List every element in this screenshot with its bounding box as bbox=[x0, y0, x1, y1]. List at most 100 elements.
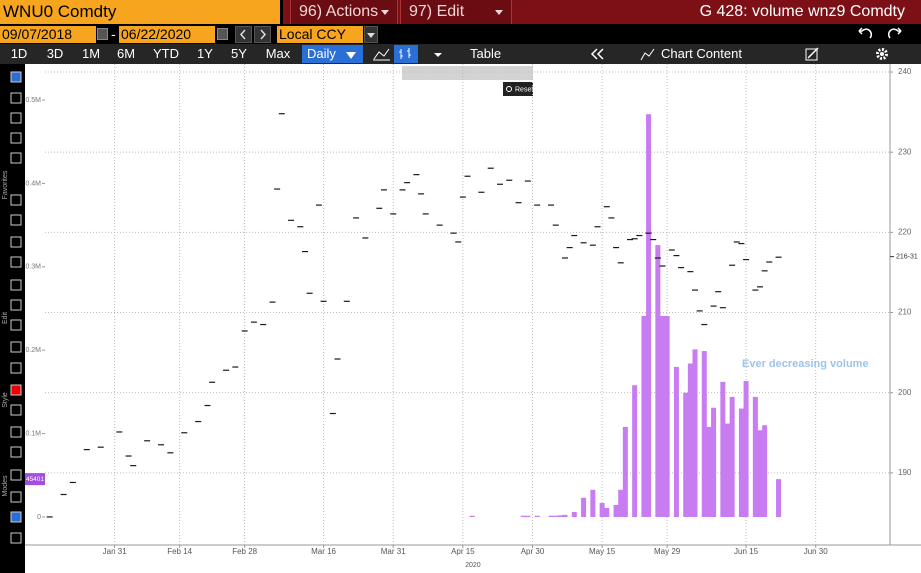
volume-bar bbox=[525, 515, 531, 517]
edit-label: 97) Edit bbox=[409, 3, 465, 20]
section-label: Favorites bbox=[2, 170, 9, 199]
volume-bar bbox=[725, 423, 730, 517]
currency-dropdown[interactable] bbox=[364, 26, 378, 43]
volume-bar bbox=[743, 381, 749, 517]
volume-bar bbox=[534, 515, 540, 517]
last-value-label: 45401 bbox=[26, 476, 44, 483]
y2-tick-label: 240 bbox=[898, 67, 912, 76]
period-button[interactable]: 6M bbox=[116, 46, 136, 61]
tool-icon[interactable] bbox=[10, 256, 22, 268]
calendar-icon[interactable] bbox=[217, 28, 228, 40]
tool-icon[interactable] bbox=[10, 236, 22, 248]
y2-tick-label: 200 bbox=[898, 388, 912, 397]
tool-icon[interactable] bbox=[10, 194, 22, 206]
actions-menu[interactable]: 96) Actions bbox=[290, 0, 398, 24]
x-tick-label: Apr 15 bbox=[451, 547, 475, 556]
volume-bar bbox=[729, 396, 735, 517]
tool-icon[interactable] bbox=[10, 532, 22, 544]
table-button[interactable]: Table bbox=[470, 46, 502, 61]
edit-menu[interactable]: 97) Edit bbox=[400, 0, 512, 24]
plot: Jan 31 Feb 14 Feb 28 Mar 16 Mar 31 Apr 15 Apr … bbox=[25, 64, 918, 569]
chart-content-button[interactable]: Chart Content bbox=[661, 46, 742, 61]
y-tick-label: 0.3M bbox=[25, 264, 41, 271]
volume-bar bbox=[571, 511, 577, 517]
last-value-tag bbox=[25, 473, 45, 486]
calendar-icon[interactable] bbox=[97, 28, 108, 40]
period-button[interactable]: YTD bbox=[153, 46, 179, 61]
caret bbox=[495, 10, 503, 15]
x-year-label: 2020 bbox=[465, 562, 481, 569]
tool-icon[interactable] bbox=[10, 71, 22, 83]
caret bbox=[346, 52, 356, 59]
volume-bar bbox=[701, 351, 707, 517]
volume-bar bbox=[646, 114, 652, 517]
frequency-button[interactable]: Daily bbox=[307, 46, 336, 61]
tool-icon[interactable] bbox=[10, 132, 22, 144]
period-button[interactable]: 1Y bbox=[197, 46, 213, 61]
start-date[interactable]: 09/07/2018 bbox=[0, 26, 96, 43]
y-tick-label: 0.2M bbox=[25, 347, 41, 354]
y2-tick-label: 230 bbox=[898, 147, 912, 156]
date-separator: - bbox=[111, 26, 116, 42]
tool-icon[interactable] bbox=[10, 152, 22, 164]
title-bar: WNU0 Comdty 96) Actions 97) Edit G 428: … bbox=[0, 0, 921, 25]
volume-bar bbox=[581, 497, 587, 517]
currency-field[interactable]: Local CCY bbox=[277, 26, 363, 43]
chart-background bbox=[25, 64, 921, 573]
reset-icon bbox=[506, 86, 512, 92]
tool-icon[interactable] bbox=[10, 112, 22, 124]
volume-bar bbox=[660, 316, 665, 517]
volume-bar bbox=[664, 316, 670, 517]
reset-label[interactable]: Reset bbox=[515, 86, 533, 93]
volume-bar bbox=[553, 515, 559, 517]
reset-button[interactable] bbox=[503, 82, 533, 96]
tool-icon[interactable] bbox=[10, 92, 22, 104]
period-button[interactable]: 5Y bbox=[231, 46, 247, 61]
tool-icon[interactable] bbox=[10, 279, 22, 291]
tool-icon[interactable] bbox=[10, 446, 22, 458]
volume-bar bbox=[590, 489, 596, 517]
side-panel bbox=[0, 64, 25, 573]
volume-bar bbox=[599, 502, 605, 517]
actions-label: 96) Actions bbox=[299, 3, 379, 20]
undo-redo[interactable] bbox=[850, 25, 910, 44]
tool-icon[interactable] bbox=[10, 319, 22, 331]
next-button[interactable] bbox=[254, 26, 271, 43]
period-button[interactable]: 3D bbox=[46, 46, 64, 61]
x-tick-label: Jun 30 bbox=[804, 547, 829, 556]
zoom-popup[interactable] bbox=[402, 66, 533, 80]
x-tick-label: May 29 bbox=[654, 547, 681, 556]
volume-bar bbox=[673, 366, 679, 517]
y2-tick-label: 220 bbox=[898, 227, 912, 236]
tool-icon[interactable] bbox=[10, 299, 22, 311]
volume-bar bbox=[618, 489, 624, 517]
period-button[interactable]: 1M bbox=[81, 46, 101, 61]
volume-bar bbox=[469, 515, 475, 517]
period-button[interactable]: Max bbox=[265, 46, 291, 61]
x-tick-label: Apr 30 bbox=[521, 547, 545, 556]
tool-icon[interactable] bbox=[10, 426, 22, 438]
security-field[interactable]: WNU0 Comdty bbox=[0, 0, 280, 24]
y-tick-label: 0.5M bbox=[25, 97, 41, 104]
volume-bar bbox=[762, 425, 768, 517]
tool-icon[interactable] bbox=[10, 362, 22, 374]
volume-bar bbox=[622, 426, 628, 517]
end-date[interactable]: 06/22/2020 bbox=[119, 26, 215, 43]
tool-icon[interactable] bbox=[10, 341, 22, 353]
toolbar-icons[interactable] bbox=[0, 44, 921, 64]
y2-tick-label: 210 bbox=[898, 308, 912, 317]
tool-icon[interactable] bbox=[10, 404, 22, 416]
annotation: Ever decreasing volume bbox=[742, 358, 869, 370]
period-button[interactable]: 1D bbox=[10, 46, 28, 61]
tool-icon[interactable] bbox=[10, 384, 22, 396]
prev-button[interactable] bbox=[235, 26, 252, 43]
volume-bar bbox=[711, 407, 717, 517]
section-label: Modes bbox=[2, 475, 9, 497]
tool-icon[interactable] bbox=[10, 511, 22, 523]
tool-icon[interactable] bbox=[10, 469, 22, 481]
volume-bar bbox=[632, 385, 638, 517]
volume-bar bbox=[692, 349, 698, 517]
tool-icon[interactable] bbox=[10, 214, 22, 226]
tool-icon[interactable] bbox=[10, 491, 22, 503]
